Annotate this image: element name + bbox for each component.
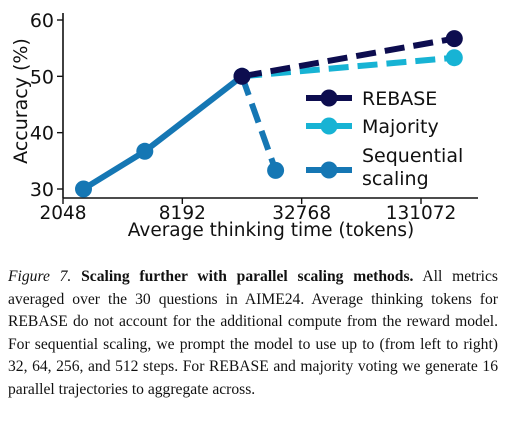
legend-label-majority: Majority — [362, 116, 439, 138]
series-layer — [75, 30, 463, 198]
legend-marker-rebase — [320, 89, 338, 107]
data-point-sequential-scaling — [267, 161, 285, 179]
accuracy-vs-thinking-time-chart: 30 40 50 60 2048 8192 32768 131072 REBASE Majori… — [10, 10, 478, 241]
legend-label-rebase: REBASE — [362, 88, 437, 110]
legend-label-sequential-scaling: Sequential — [362, 145, 463, 167]
y-tick-label: 60 — [30, 10, 54, 32]
data-point-majority — [445, 49, 463, 67]
data-point-sequential-scaling — [136, 142, 154, 160]
series-line-rebase — [241, 35, 455, 80]
series-line-majority — [241, 54, 455, 80]
legend-label-sequential-scaling: scaling — [362, 168, 429, 190]
y-tick-label: 40 — [30, 123, 54, 145]
x-axis-label: Average thinking time (tokens) — [128, 220, 414, 241]
x-tick-label: 32768 — [272, 203, 331, 224]
series-line-sequential-scaling — [81, 73, 244, 192]
y-tick-label: 30 — [30, 179, 54, 201]
legend-marker-sequential-scaling — [320, 161, 338, 179]
x-tick-label: 131072 — [386, 203, 457, 224]
figure-label: Figure 7. — [8, 268, 72, 285]
axes: 30 40 50 60 2048 8192 32768 131072 — [30, 10, 478, 224]
data-point-sequential-scaling — [75, 180, 92, 198]
series-line-sequential-scaling-branch — [239, 75, 279, 172]
caption-body: All metrics averaged over the 30 questio… — [8, 268, 498, 398]
caption-title: Scaling further with parallel scaling me… — [81, 268, 414, 285]
y-axis-label: Accuracy (%) — [10, 38, 32, 164]
data-point-rebase — [445, 30, 463, 48]
x-tick-label: 8192 — [159, 203, 206, 224]
figure-caption: Figure 7. Scaling further with parallel … — [8, 266, 498, 401]
x-tick-label: 2048 — [39, 203, 86, 224]
data-point-rebase — [233, 67, 251, 85]
y-tick-label: 50 — [30, 66, 54, 88]
legend-marker-majority — [320, 117, 338, 135]
